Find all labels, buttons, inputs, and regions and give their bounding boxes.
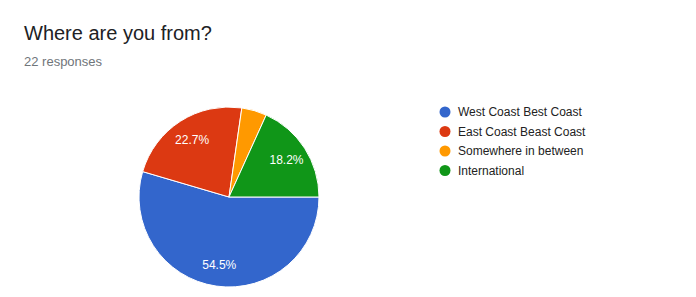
legend-label: Somewhere in between [458, 144, 583, 158]
data-label: 54.5% [202, 258, 236, 272]
legend-label: West Coast Best Coast [458, 105, 582, 119]
legend-swatch [440, 107, 451, 118]
legend-item: Somewhere in between [440, 144, 584, 158]
legend-swatch [440, 146, 451, 157]
data-label: 18.2% [269, 153, 303, 167]
slice [229, 115, 319, 197]
title: Where are you from? [24, 22, 212, 44]
legend-label: International [458, 164, 524, 178]
pie [139, 107, 319, 287]
legend-item: International [440, 164, 525, 178]
legend-label: East Coast Beast Coast [458, 125, 586, 139]
legend-swatch [440, 165, 451, 176]
chart: Where are you from? 22 responses 54.5% 22.7… [0, 0, 696, 297]
legend-swatch [440, 126, 451, 137]
data-label: 22.7% [175, 133, 209, 147]
subtitle: 22 responses [24, 54, 103, 69]
slice [143, 107, 242, 197]
legend-item: East Coast Beast Coast [440, 125, 587, 139]
legend-item: West Coast Best Coast [440, 105, 583, 119]
data-labels: 54.5% 22.7% 18.2% [175, 133, 304, 272]
legend: West Coast Best Coast East Coast Beast Co… [440, 105, 587, 178]
